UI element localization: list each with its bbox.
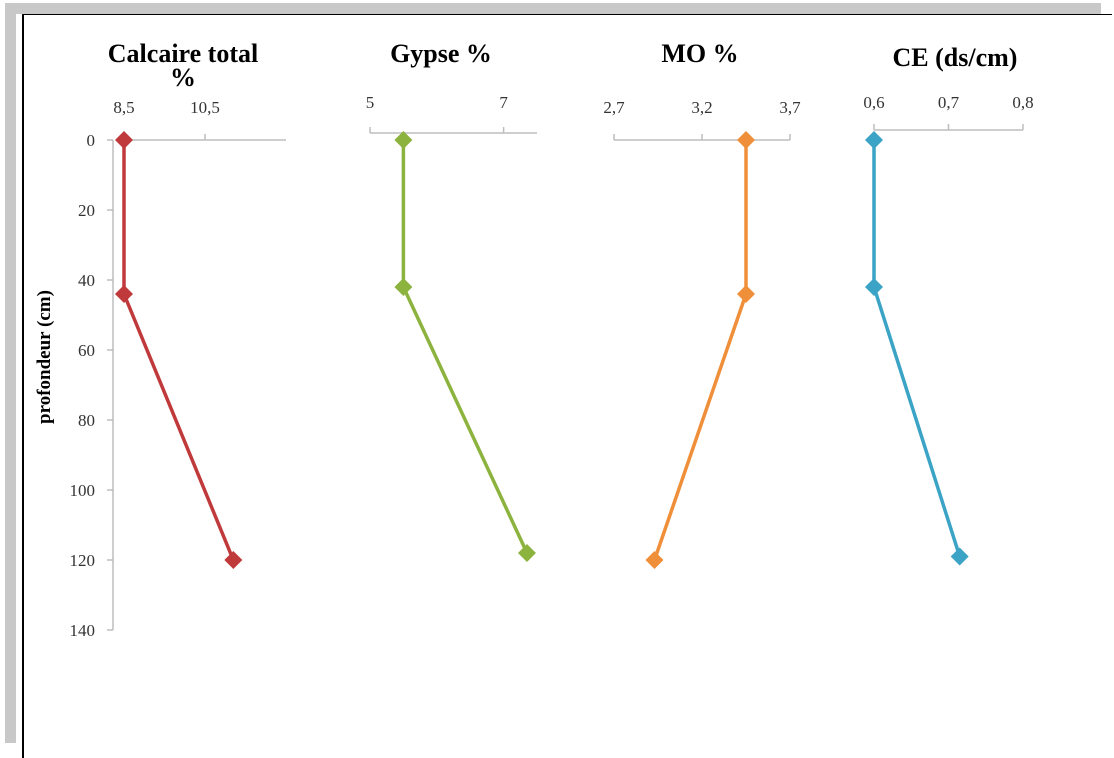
x-tick-label: 0,8 — [1012, 93, 1033, 112]
x-tick-label: 10,5 — [190, 98, 220, 117]
x-tick-label: 8,5 — [113, 98, 134, 117]
series-line — [652, 140, 748, 561]
y-tick-label: 0 — [87, 131, 96, 150]
panel-4: CE (ds/cm) 0,6 0,7 0,8 — [863, 43, 1034, 566]
data-point — [224, 551, 243, 569]
y-axis: 0 20 40 60 80 100 120 140 — [70, 131, 114, 640]
series-line — [122, 140, 235, 561]
data-point — [865, 131, 883, 149]
frame-shadow-top — [5, 3, 1101, 14]
series-line — [401, 140, 529, 554]
chart-frame — [22, 14, 1112, 758]
y-tick-label: 140 — [70, 621, 96, 640]
y-tick-label: 20 — [78, 201, 95, 220]
data-point — [950, 547, 969, 566]
y-tick-label: 100 — [70, 481, 96, 500]
panel-1: Calcaire total% 8,5 10,5 — [108, 39, 286, 569]
chart-panels: Calcaire total% 8,5 10,5 Gypse % 5 7 MO % 2,7 3,… — [108, 39, 1034, 569]
data-point — [737, 285, 755, 303]
data-point — [394, 278, 413, 296]
x-tick-label: 3,7 — [779, 98, 801, 117]
data-point — [394, 131, 413, 149]
panel-title: Gypse % — [390, 39, 492, 68]
data-point — [115, 131, 133, 149]
panel-2: Gypse % 5 7 — [366, 39, 537, 562]
data-point — [115, 285, 133, 303]
x-tick-label: 0,7 — [938, 93, 960, 112]
y-tick-label: 80 — [78, 411, 95, 430]
panel-title: Calcaire total — [108, 39, 258, 68]
x-tick-label: 3,2 — [691, 98, 712, 117]
x-tick-label: 0,6 — [863, 93, 884, 112]
panel-title: MO % — [661, 39, 738, 68]
x-tick-label: 7 — [499, 93, 508, 112]
x-tick-label: 2,7 — [603, 98, 625, 117]
data-point — [517, 544, 536, 562]
y-axis-label: profondeur (cm) — [34, 290, 55, 424]
y-tick-label: 40 — [78, 271, 95, 290]
x-tick-label: 5 — [366, 93, 375, 112]
frame-shadow-left — [5, 3, 16, 743]
panel-title: CE (ds/cm) — [893, 43, 1018, 72]
data-point — [645, 551, 664, 569]
data-point — [865, 278, 883, 296]
data-point — [737, 131, 755, 149]
panel-3: MO % 2,7 3,2 3,7 — [603, 39, 801, 569]
y-tick-label: 120 — [70, 551, 96, 570]
y-tick-label: 60 — [78, 341, 95, 360]
panel-title: % — [170, 63, 196, 92]
series-line — [872, 140, 962, 558]
